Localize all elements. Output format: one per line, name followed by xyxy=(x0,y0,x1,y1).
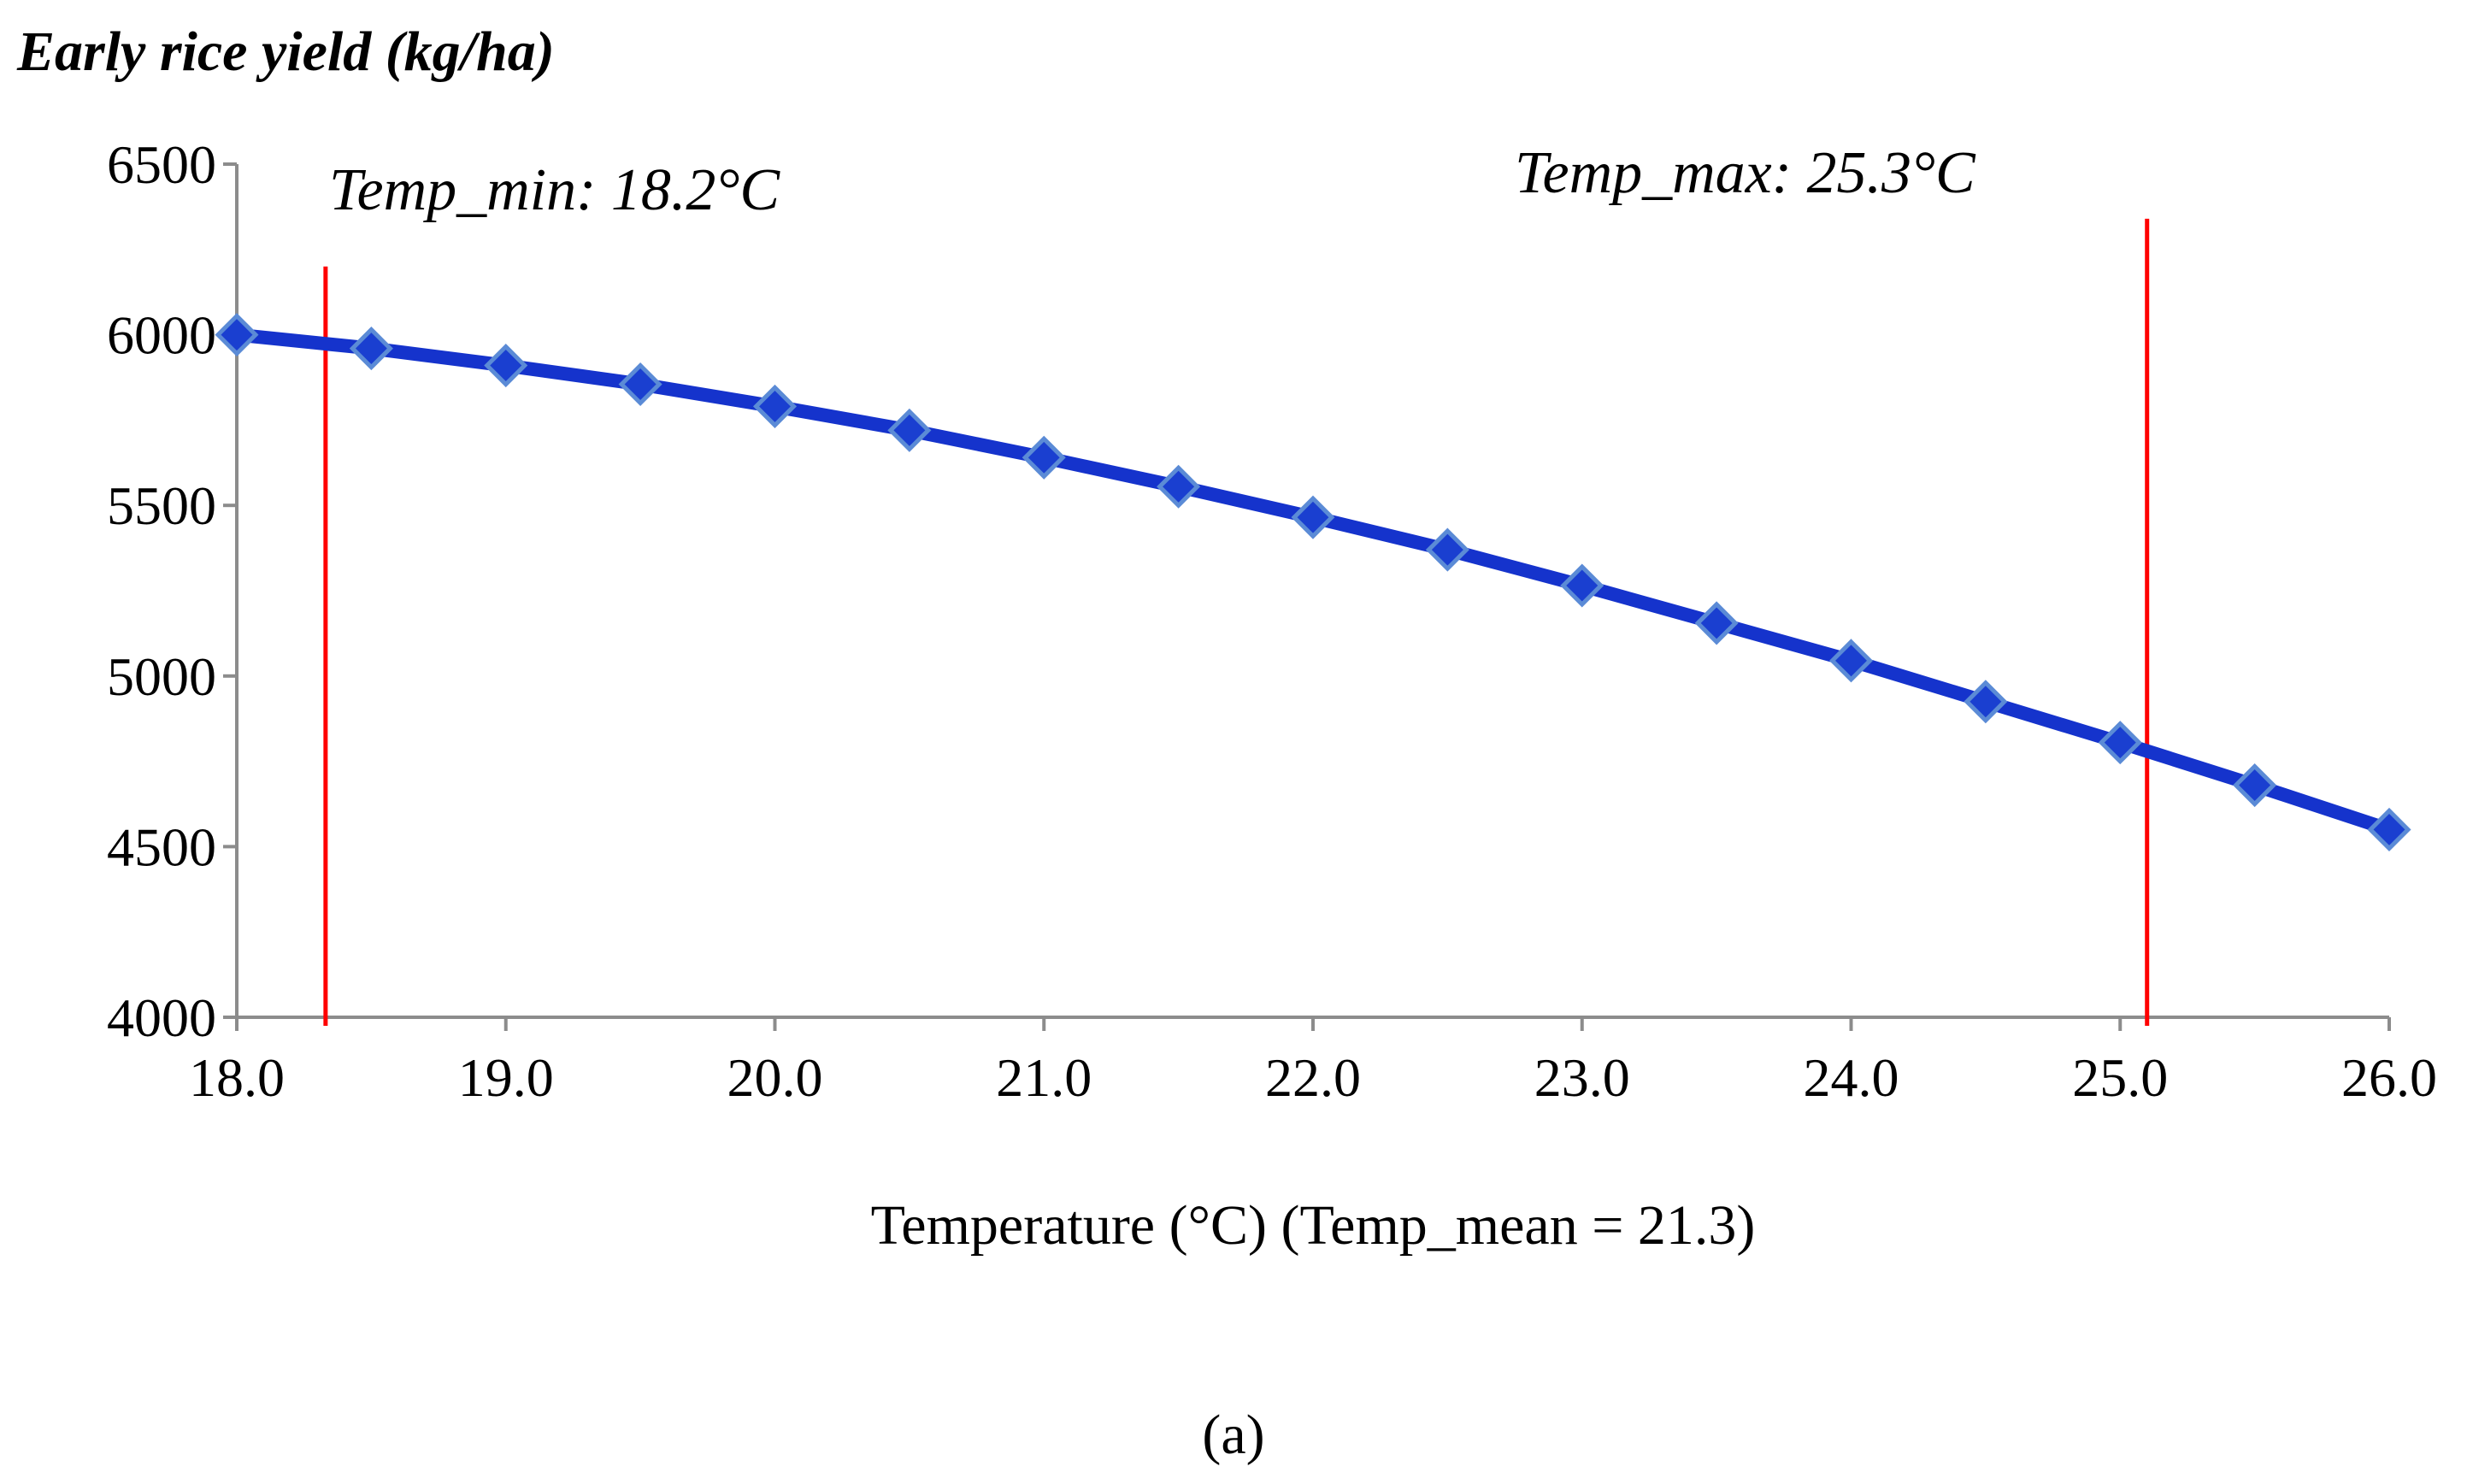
data-point xyxy=(2233,763,2277,808)
y-axis-title: Early rice yield (kg/ha) xyxy=(16,21,555,83)
data-point xyxy=(1291,495,1335,539)
x-tick-label: 21.0 xyxy=(996,1047,1092,1108)
x-tick-label: 19.0 xyxy=(458,1047,554,1108)
data-point xyxy=(349,327,393,371)
data-point xyxy=(1694,601,1739,645)
y-tick-label: 6000 xyxy=(107,305,216,366)
y-ticks: 4000 4500 5000 5500 6000 6500 xyxy=(107,134,237,1048)
x-tick-label: 26.0 xyxy=(2341,1047,2437,1108)
data-point xyxy=(1560,563,1604,608)
data-point xyxy=(484,343,528,388)
x-axis-title: Temperature (°C) (Temp_mean = 21.3) xyxy=(871,1194,1756,1257)
data-point xyxy=(1157,464,1201,509)
data-point xyxy=(1964,680,2008,724)
y-tick-label: 5500 xyxy=(107,475,216,536)
y-tick-label: 4500 xyxy=(107,816,216,877)
data-point xyxy=(215,313,259,357)
data-point xyxy=(1022,435,1066,480)
x-tick-label: 24.0 xyxy=(1804,1047,1899,1108)
y-tick-label: 6500 xyxy=(107,134,216,195)
reference-lines xyxy=(323,218,2150,1026)
panel-label: (a) xyxy=(1202,1404,1264,1466)
data-point xyxy=(2367,807,2411,851)
temp-max-annotation: Temp_max: 25.3°C xyxy=(1515,140,1976,206)
x-tick-label: 25.0 xyxy=(2072,1047,2168,1108)
x-tick-label: 23.0 xyxy=(1534,1047,1630,1108)
data-point xyxy=(887,408,932,452)
x-tick-label: 18.0 xyxy=(189,1047,285,1108)
y-tick-label: 5000 xyxy=(107,646,216,707)
y-tick-label: 4000 xyxy=(107,987,216,1048)
temp-min-annotation: Temp_min: 18.2°C xyxy=(329,157,780,223)
data-point xyxy=(752,384,798,428)
data-point xyxy=(1425,527,1469,572)
data-point xyxy=(2098,721,2142,765)
series-line xyxy=(230,327,2396,837)
data-point xyxy=(1828,639,1874,683)
data-point xyxy=(618,362,662,407)
x-ticks: 18.0 19.0 20.0 21.0 22.0 23.0 24.0 25.0 26.0 xyxy=(189,1017,2437,1108)
series-group xyxy=(215,313,2411,851)
x-tick-label: 22.0 xyxy=(1265,1047,1361,1108)
x-tick-label: 20.0 xyxy=(727,1047,823,1108)
